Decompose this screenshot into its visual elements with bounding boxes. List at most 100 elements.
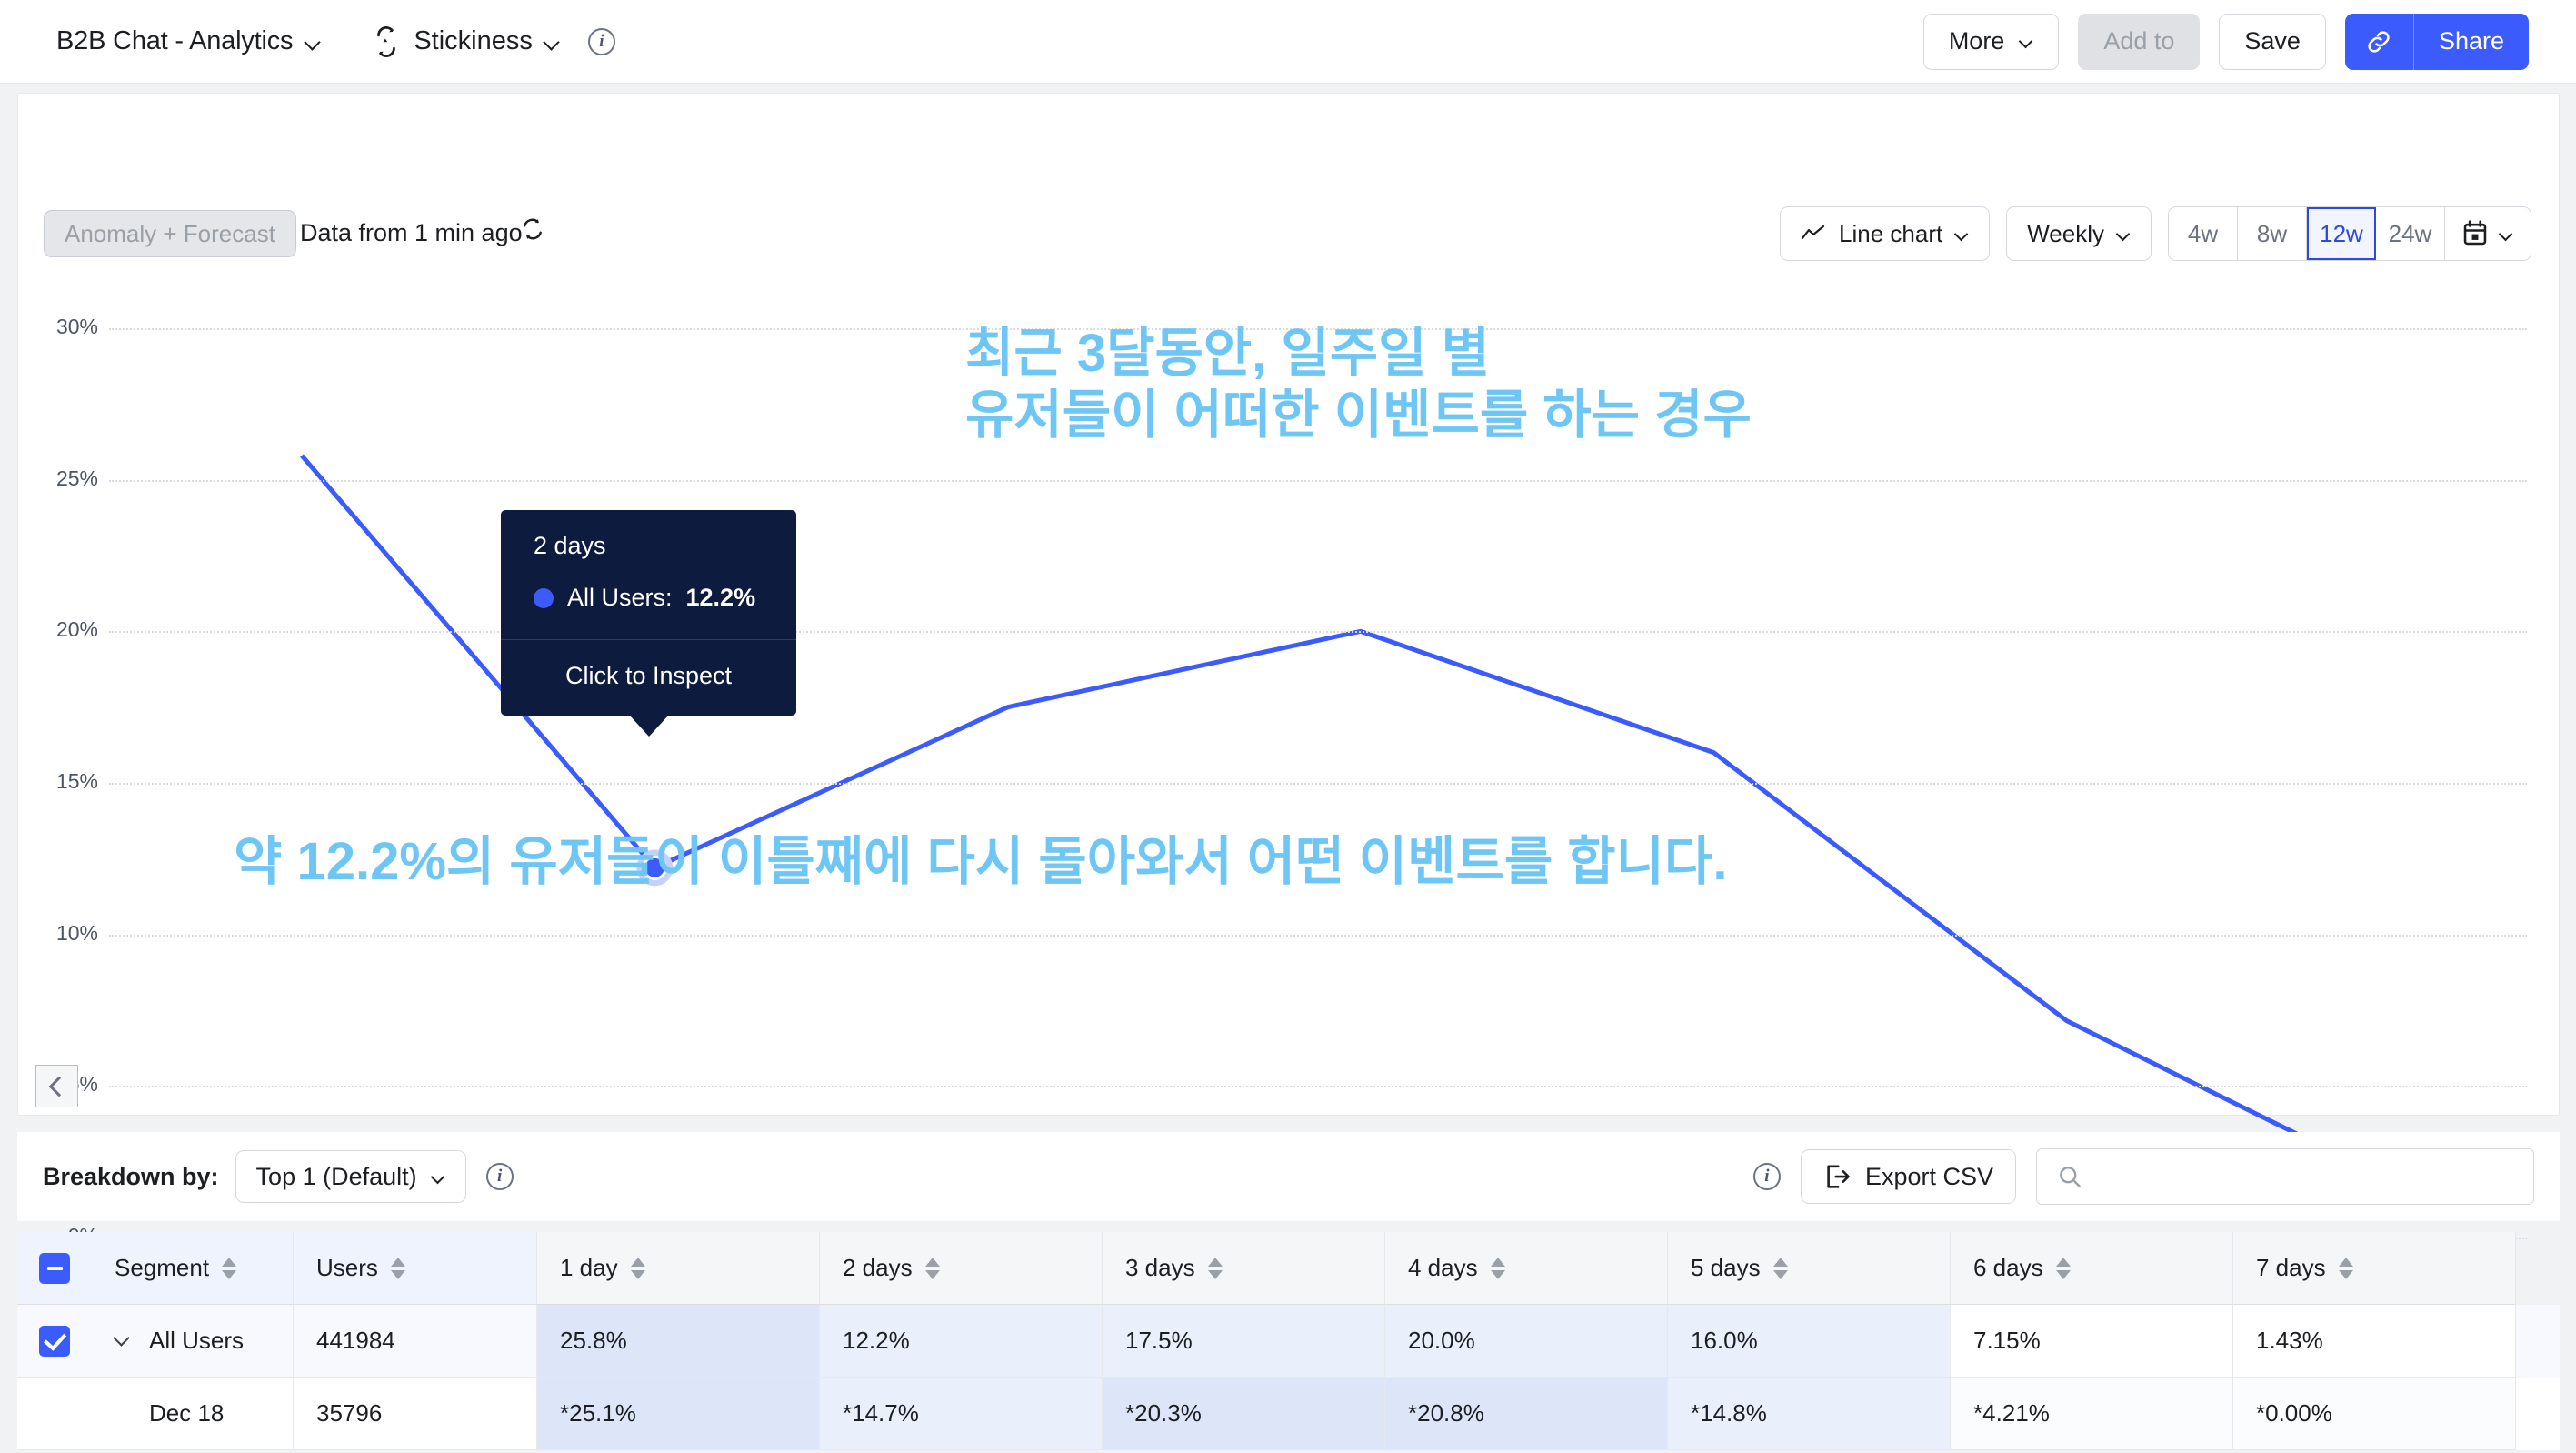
range-24w[interactable]: 24w [2376, 207, 2445, 260]
granularity-dropdown[interactable]: Weekly [2006, 206, 2152, 261]
table-search-box[interactable] [2036, 1148, 2534, 1205]
chevron-down-icon [2117, 227, 2131, 241]
sort-icon[interactable] [924, 1257, 940, 1279]
column-header-7-days[interactable]: 7 days [2233, 1232, 2516, 1305]
export-csv-button[interactable]: Export CSV [1800, 1149, 2016, 1204]
table-search-input[interactable] [2097, 1162, 2513, 1191]
highlighted-data-point[interactable] [642, 855, 667, 880]
y-axis-label: 15% [55, 769, 98, 793]
column-header-2-days[interactable]: 2 days [820, 1232, 1103, 1305]
column-header-1-day[interactable]: 1 day [537, 1232, 820, 1305]
sort-icon[interactable] [1207, 1257, 1223, 1279]
metric-info-icon[interactable]: i [587, 27, 615, 55]
share-button[interactable]: Share [2413, 13, 2529, 70]
grid-line [109, 328, 2527, 330]
stickiness-icon [377, 25, 396, 57]
cell-day-4: *20.8% [1385, 1378, 1668, 1450]
tooltip-series-dot [534, 587, 554, 608]
grid-line [109, 934, 2527, 937]
copy-link-button[interactable] [2344, 13, 2414, 70]
segment-name: Dec 18 [149, 1399, 225, 1427]
left-gutter [0, 84, 17, 1453]
column-header-segment[interactable]: Segment [92, 1232, 294, 1305]
grid-line [109, 1086, 2527, 1088]
cell-segment: Dec 18 [92, 1378, 294, 1450]
table-info-icon[interactable]: i [1752, 1163, 1781, 1190]
chevron-down-icon[interactable] [115, 1332, 133, 1350]
tooltip-series-value: 12.2% [685, 584, 756, 611]
y-axis-label: 10% [55, 920, 98, 945]
range-4w[interactable]: 4w [2169, 207, 2238, 260]
sort-icon[interactable] [2338, 1257, 2353, 1279]
table-row[interactable]: Dec 18 35796 *25.1% *14.7% *20.3% *20.8% *14.8… [17, 1378, 2560, 1450]
tooltip-inspect-action[interactable]: Click to Inspect [564, 662, 733, 689]
annotation-bottom: 약 12.2%의 유저들이 이틀째에 다시 돌아와서 어떤 이벤트를 합니다. [234, 832, 1728, 891]
column-header-6-days[interactable]: 6 days [1951, 1232, 2233, 1305]
table-row[interactable]: All Users 441984 25.8% 12.2% 17.5% 20.0% 16.0%… [17, 1305, 2560, 1378]
calendar-icon [2463, 220, 2487, 246]
tooltip-divider [501, 639, 796, 640]
cell-segment: All Users [92, 1305, 294, 1378]
column-header-5-days[interactable]: 5 days [1668, 1232, 1951, 1305]
more-button[interactable]: More [1922, 13, 2060, 70]
refresh-icon [524, 218, 542, 240]
tooltip-series-label: All Users: [567, 584, 673, 611]
metric-dropdown[interactable]: Stickiness [371, 25, 561, 57]
export-icon [1827, 1165, 1850, 1188]
cell-users: 35796 [294, 1378, 537, 1450]
breakdown-dropdown[interactable]: Top 1 (Default) [235, 1150, 466, 1203]
chevron-down-icon [2020, 35, 2033, 48]
breakdown-bar: Breakdown by: Top 1 (Default) i i Export… [17, 1132, 2560, 1221]
sort-icon[interactable] [2055, 1257, 2071, 1279]
row-checkbox[interactable] [39, 1325, 70, 1357]
select-all-cell [17, 1232, 92, 1305]
grid-line [109, 631, 2527, 634]
chart-type-dropdown[interactable]: Line chart [1780, 206, 1991, 261]
save-button[interactable]: Save [2219, 13, 2326, 70]
sort-icon[interactable] [1490, 1257, 1505, 1279]
grid-line [109, 783, 2527, 785]
column-header-label: 1 day [560, 1254, 618, 1281]
cell-day-2: *14.7% [820, 1378, 1103, 1450]
refresh-button[interactable] [519, 215, 546, 247]
annotation-line-2: 유저들이 어떠한 이벤트를 하는 경우 [965, 386, 1752, 446]
anomaly-label: Anomaly + Forecast [65, 219, 275, 247]
header-left: B2B Chat - Analytics Stickiness i [0, 25, 615, 57]
segment-name: All Users [149, 1327, 245, 1354]
collapse-panel-button[interactable] [35, 1065, 78, 1107]
select-all-checkbox[interactable] [39, 1252, 70, 1284]
cell-users: 441984 [294, 1305, 537, 1378]
column-header-label: Users [316, 1254, 378, 1281]
add-to-label: Add to [2103, 27, 2175, 55]
range-8w[interactable]: 8w [2238, 207, 2307, 260]
breakdown-info-icon[interactable]: i [485, 1163, 514, 1190]
column-header-3-days[interactable]: 3 days [1103, 1232, 1385, 1305]
cell-day-1: *25.1% [537, 1378, 820, 1450]
sort-icon[interactable] [390, 1257, 405, 1279]
column-header-4-days[interactable]: 4 days [1385, 1232, 1668, 1305]
project-title: B2B Chat - Analytics [56, 26, 294, 55]
tooltip-arrow [628, 715, 669, 737]
table-body: All Users 441984 25.8% 12.2% 17.5% 20.0% 16.0%… [17, 1305, 2560, 1450]
more-label: More [1948, 27, 2005, 55]
range-12w[interactable]: 12w [2307, 207, 2376, 260]
sort-icon[interactable] [222, 1257, 237, 1279]
share-group: Share [2344, 13, 2529, 70]
line-chart-icon [1801, 225, 1825, 240]
column-header-users[interactable]: Users [294, 1232, 537, 1305]
cell-day-6: *4.21% [1951, 1378, 2233, 1450]
tooltip-series-row: All Users: 12.2% [501, 560, 796, 639]
chart-card: Anomaly + Forecast Data from 1 min ago L… [17, 93, 2560, 1338]
chevron-down-icon [2500, 227, 2513, 241]
data-freshness-label: Data from 1 min ago [300, 219, 523, 246]
cell-day-7: 1.43% [2233, 1305, 2516, 1378]
annotation-top: 최근 3달동안, 일주일 별 유저들이 어떠한 이벤트를 하는 경우 [965, 323, 1752, 447]
sort-icon[interactable] [630, 1257, 645, 1279]
date-picker-button[interactable] [2445, 207, 2531, 260]
column-header-label: Segment [115, 1254, 210, 1281]
cell-day-1: 25.8% [537, 1305, 820, 1378]
breakdown-actions: i Export CSV [1752, 1148, 2560, 1205]
project-title-dropdown[interactable]: B2B Chat - Analytics [56, 26, 322, 56]
y-axis-label: 25% [55, 466, 98, 490]
sort-icon[interactable] [1772, 1257, 1788, 1279]
